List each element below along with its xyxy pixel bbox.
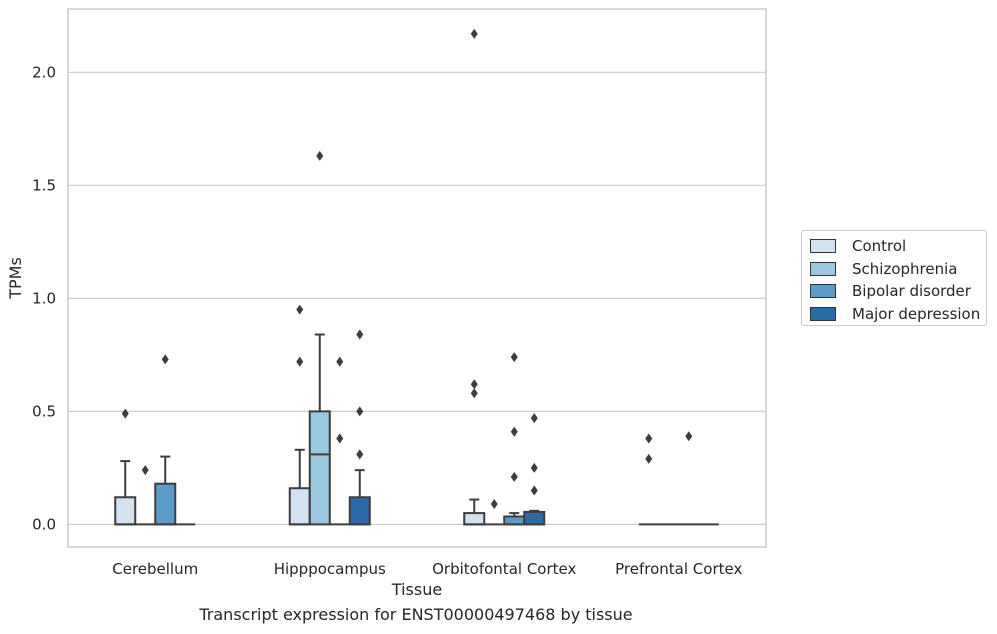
outlier [490,499,498,510]
outlier [510,426,518,437]
outlier [141,465,149,476]
y-axis-label: TPMs [6,257,25,300]
outlier [336,433,344,444]
outlier [645,433,653,444]
outlier [470,28,478,39]
y-tick-label: 2.0 [32,63,56,81]
outlier [296,304,304,315]
outlier [356,449,364,460]
box [523,510,546,526]
legend-item: Control [810,235,986,258]
box-0-0 [114,408,137,526]
box [114,496,137,526]
x-tick-label: Cerebellum [112,560,198,578]
box [288,487,311,526]
legend-swatch [810,306,836,321]
box-0-2 [154,354,177,526]
outlier [161,354,169,365]
box-3-0 [638,433,659,526]
x-tick-label: Hipppocampus [274,560,386,578]
plot-frame [67,8,767,548]
box [463,512,486,526]
legend: Control Schizophrenia Bipolar disorder Majo… [801,230,987,326]
y-tick-label: 0.0 [32,515,56,533]
outlier [336,356,344,367]
outlier [296,356,304,367]
outlier [470,388,478,399]
outlier [470,379,478,390]
box [154,482,177,526]
x-tick-label: Orbitofontal Cortex [432,560,576,578]
box-2-3 [523,413,546,526]
outlier [356,329,364,340]
legend-item: Major depression [810,303,986,326]
box-1-1 [308,150,331,526]
outlier [530,413,538,424]
box-2-0 [463,28,486,526]
box-3-2 [678,431,699,526]
legend-swatch [810,284,836,299]
legend-label: Schizophrenia [852,259,958,278]
legend-swatch [810,239,836,254]
legend-label: Major depression [852,304,981,323]
outlier [685,431,693,442]
box-1-3 [348,329,371,526]
y-tick-label: 1.0 [32,289,56,307]
box [503,515,526,526]
outlier [530,485,538,496]
box-0-1 [135,465,156,526]
outlier [510,352,518,363]
box [348,496,371,526]
box-1-2 [329,356,350,526]
legend-swatch [810,261,836,276]
x-tick-label: Prefrontal Cortex [615,560,742,578]
legend-item: Schizophrenia [810,258,986,281]
chart-caption: Transcript expression for ENST0000049746… [199,605,633,624]
legend-label: Control [852,237,907,256]
outlier [121,408,129,419]
x-axis-label: Tissue [391,580,442,599]
plot-area [68,9,766,547]
outlier [645,453,653,464]
y-tick-label: 1.5 [32,176,56,194]
outlier [510,471,518,482]
box-2-1 [484,499,505,526]
outlier [356,406,364,417]
legend-label: Bipolar disorder [852,282,971,301]
box [308,410,331,526]
y-tick-label: 0.5 [32,402,56,420]
outlier [316,150,324,161]
outlier [530,462,538,473]
legend-item: Bipolar disorder [810,280,986,303]
